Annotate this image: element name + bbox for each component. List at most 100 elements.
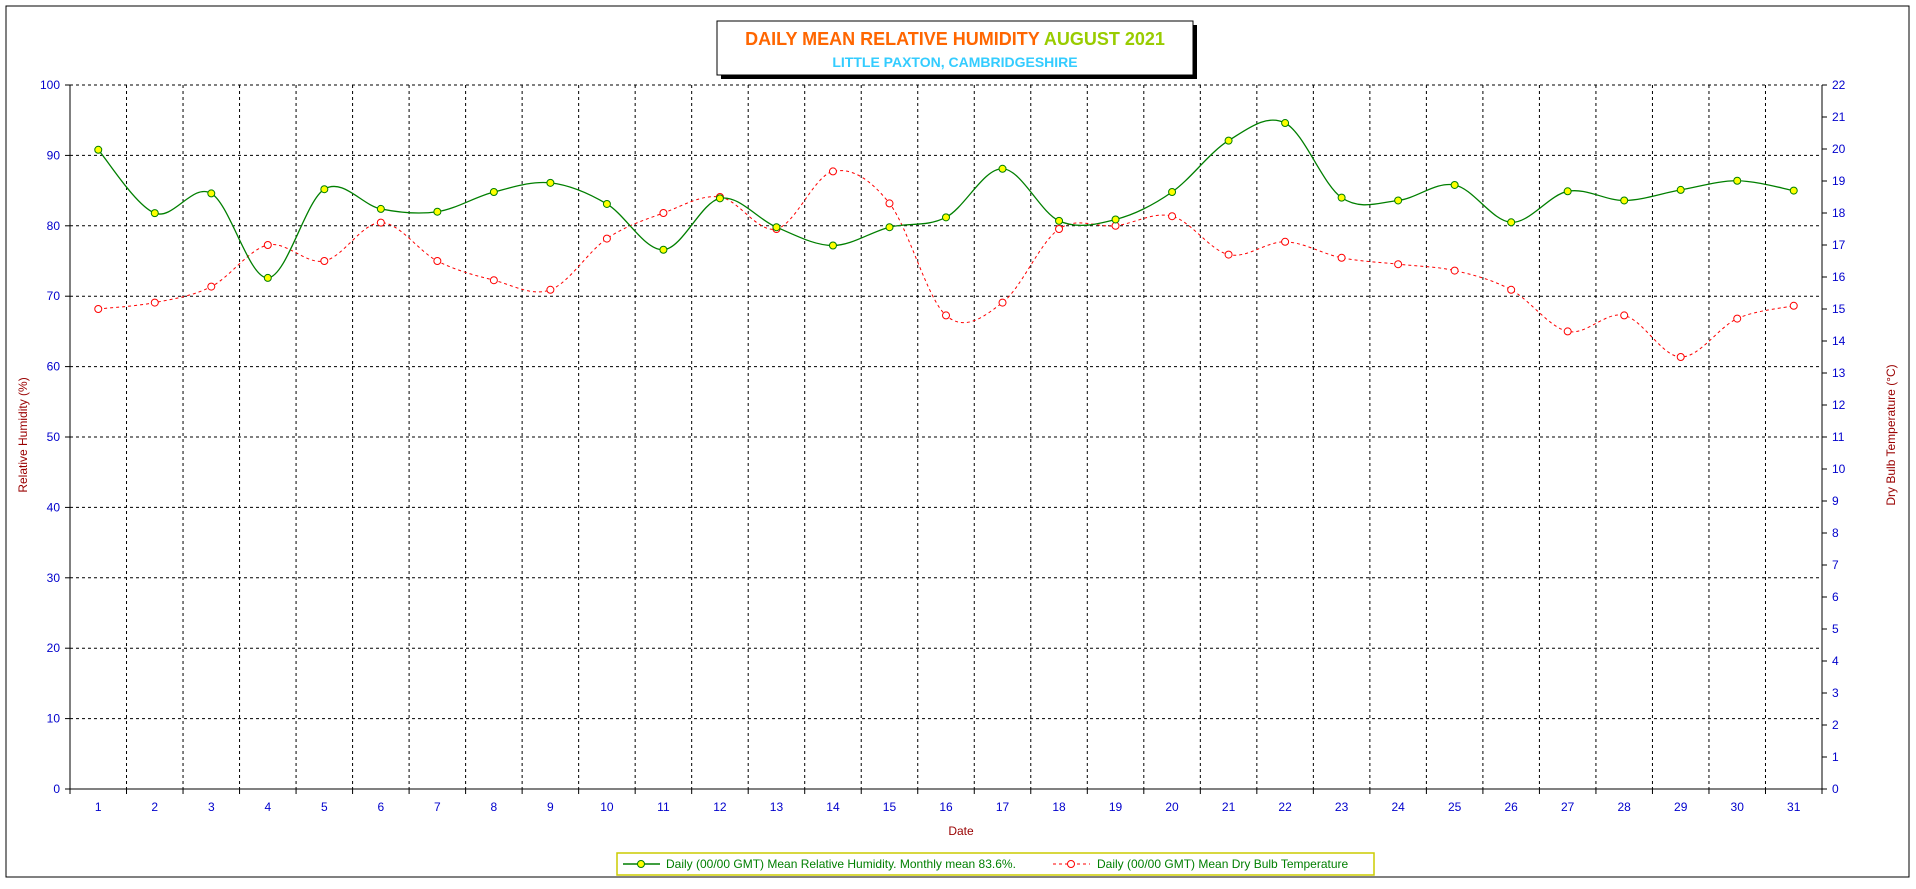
y2-tick-label: 20 xyxy=(1832,142,1846,156)
humidity-point xyxy=(942,213,950,222)
humidity-point xyxy=(546,178,555,187)
legend-humidity-label: Daily (00/00 GMT) Mean Relative Humidity… xyxy=(666,857,1016,871)
temperature-point xyxy=(1733,314,1742,323)
chart-title-part2: AUGUST 2021 xyxy=(1044,29,1165,49)
temperature-point xyxy=(1281,237,1290,246)
x-tick-label: 30 xyxy=(1731,800,1745,814)
y2-tick-label: 1 xyxy=(1832,750,1839,764)
temperature-point xyxy=(1676,353,1685,361)
humidity-point xyxy=(885,223,894,232)
y-tick-label: 30 xyxy=(47,571,61,585)
chart-subtitle: LITTLE PAXTON, CAMBRIDGESHIRE xyxy=(832,54,1077,70)
temperature-point xyxy=(489,276,498,285)
temperature-series xyxy=(94,167,1798,361)
humidity-point xyxy=(1337,193,1346,202)
y-tick-label: 10 xyxy=(47,712,61,726)
x-tick-label: 20 xyxy=(1165,800,1179,814)
y2-tick-label: 4 xyxy=(1832,654,1839,668)
humidity-point xyxy=(433,207,442,216)
x-tick-label: 8 xyxy=(491,800,498,814)
temperature-point xyxy=(1789,301,1798,310)
y2-tick-label: 9 xyxy=(1832,494,1839,508)
chart-title-part1: DAILY MEAN RELATIVE HUMIDITY xyxy=(745,29,1040,49)
humidity-point xyxy=(1168,188,1177,197)
y2-tick-label: 10 xyxy=(1832,462,1846,476)
y2-tick-label: 3 xyxy=(1832,686,1839,700)
x-tick-label: 26 xyxy=(1504,800,1518,814)
temperature-point xyxy=(94,305,103,313)
x-tick-label: 5 xyxy=(321,800,328,814)
humidity-point xyxy=(489,188,498,197)
humidity-point xyxy=(1620,196,1629,205)
humidity-point xyxy=(320,185,329,194)
y2-tick-label: 8 xyxy=(1832,526,1839,540)
y2-tick-label: 21 xyxy=(1832,110,1846,124)
humidity-point xyxy=(1733,176,1742,185)
x-tick-label: 17 xyxy=(996,800,1010,814)
humidity-point xyxy=(772,223,781,232)
temperature-point xyxy=(659,209,668,217)
x-tick-label: 16 xyxy=(939,800,953,814)
temperature-point xyxy=(1055,225,1064,233)
humidity-point xyxy=(1676,185,1685,194)
humidity-point xyxy=(1281,119,1290,128)
y2-axis-title: Dry Bulb Temperature (°C) xyxy=(1884,364,1898,505)
temperature-point xyxy=(320,257,329,265)
x-tick-label: 9 xyxy=(547,800,554,814)
temperature-point xyxy=(1563,327,1572,336)
legend-temperature-marker xyxy=(1067,860,1075,868)
temperature-point xyxy=(150,298,159,307)
x-tick-label: 19 xyxy=(1109,800,1123,814)
temperature-point xyxy=(602,234,611,243)
x-tick-label: 13 xyxy=(770,800,784,814)
temperature-point xyxy=(1224,250,1233,259)
y-axis-title: Relative Humidity (%) xyxy=(16,377,30,492)
y2-tick-label: 13 xyxy=(1832,366,1846,380)
y2-tick-label: 11 xyxy=(1832,430,1845,444)
y-tick-label: 40 xyxy=(47,500,61,514)
y-tick-label: 50 xyxy=(47,430,61,444)
y2-tick-label: 15 xyxy=(1832,302,1846,316)
humidity-point xyxy=(376,204,385,213)
y-tick-label: 90 xyxy=(47,148,61,162)
humidity-point xyxy=(998,164,1007,173)
y2-tick-label: 0 xyxy=(1832,782,1839,796)
x-tick-label: 7 xyxy=(434,800,441,814)
temperature-point xyxy=(1337,253,1346,262)
humidity-point xyxy=(263,273,272,282)
x-tick-label: 6 xyxy=(377,800,384,814)
y2-tick-label: 18 xyxy=(1832,206,1846,220)
x-tick-label: 4 xyxy=(264,800,271,814)
humidity-point xyxy=(659,245,668,254)
temperature-point xyxy=(376,218,385,227)
temperature-point xyxy=(1394,260,1403,269)
x-tick-label: 18 xyxy=(1052,800,1066,814)
temperature-point xyxy=(828,167,837,176)
y2-tick-label: 16 xyxy=(1832,270,1846,284)
y-tick-label: 60 xyxy=(47,360,61,374)
legend-box xyxy=(616,852,1375,876)
y2-tick-label: 19 xyxy=(1832,174,1846,188)
humidity-point xyxy=(1394,196,1403,205)
x-tick-label: 12 xyxy=(713,800,727,814)
humidity-point xyxy=(1055,216,1064,225)
humidity-point xyxy=(1450,180,1459,189)
outer-frame xyxy=(5,5,1910,878)
title-box xyxy=(716,20,1194,76)
x-tick-label: 11 xyxy=(657,800,670,814)
y2-tick-label: 12 xyxy=(1832,398,1846,412)
x-tick-label: 3 xyxy=(208,800,215,814)
temperature-point xyxy=(885,199,894,208)
x-tick-label: 23 xyxy=(1335,800,1349,814)
y2-tick-label: 6 xyxy=(1832,590,1839,604)
temperature-point xyxy=(433,257,442,265)
temperature-line xyxy=(98,170,1794,358)
temperature-point xyxy=(1620,311,1629,320)
y-tick-label: 70 xyxy=(47,289,61,303)
legend-temperature-label: Daily (00/00 GMT) Mean Dry Bulb Temperat… xyxy=(1097,857,1349,871)
temperature-point xyxy=(263,241,272,249)
temperature-point xyxy=(546,285,555,294)
x-tick-label: 1 xyxy=(95,800,102,814)
